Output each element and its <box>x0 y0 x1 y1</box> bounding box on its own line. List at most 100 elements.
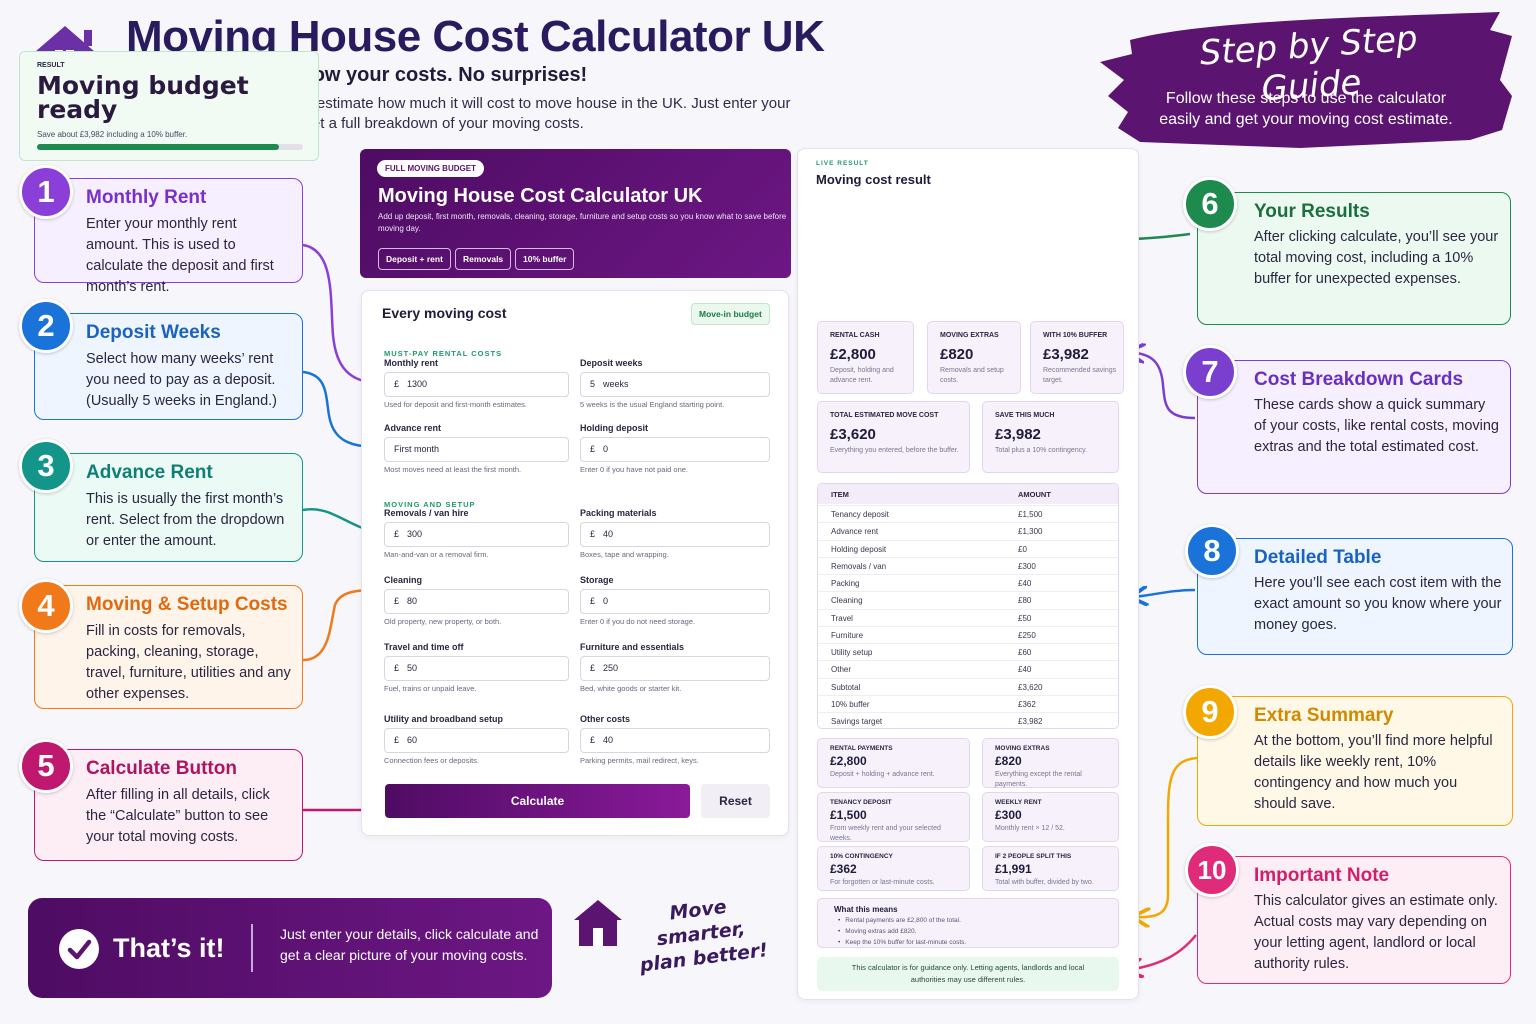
card-text: Total with buffer, divided by two. <box>995 879 1094 886</box>
summary-card: RENTAL PAYMENTS £2,800 Deposit + holding +… <box>817 738 970 788</box>
summary-card: WEEKLY RENT £300 Monthly rent × 12 / 52. <box>982 792 1119 842</box>
field-label: Travel and time off <box>384 642 464 652</box>
progress-track <box>37 144 303 150</box>
connector-arrow <box>1130 352 1196 420</box>
input-value: 0 <box>603 596 609 606</box>
step-text: Select how many weeks’ rent you need to … <box>86 351 278 409</box>
step-card: Detailed Table Here you’ll see each cost … <box>1197 538 1513 655</box>
card-text: Monthly rent × 12 / 52. <box>995 825 1065 832</box>
card-text: For forgotten or last-minute costs. <box>830 879 935 886</box>
step-text: This calculator gives an estimate only. … <box>1254 893 1498 972</box>
step-number: 1 <box>19 165 73 219</box>
input-prefix: £ <box>590 663 596 673</box>
calculate-button[interactable]: Calculate <box>385 784 690 818</box>
chip[interactable]: 10% buffer <box>515 248 575 270</box>
connector-arrow <box>302 370 378 447</box>
result-panel: LIVE RESULT Moving cost result RENTAL CASH… <box>797 148 1139 1000</box>
step-number: 3 <box>19 439 73 493</box>
card-value: £3,982 <box>1043 346 1089 363</box>
step-title: Important Note <box>1254 865 1390 886</box>
summary-card: RENTAL CASH £2,800 Deposit, holding and ad… <box>817 321 914 394</box>
input[interactable]: £60 <box>384 728 569 753</box>
table-row: Subtotal £3,620 <box>818 677 1118 695</box>
progress-fill <box>37 144 279 150</box>
calculator-subtitle: Add up deposit, first month, removals, c… <box>378 212 787 233</box>
input-prefix: £ <box>394 663 400 673</box>
hero-label: RESULT <box>37 62 65 69</box>
card-label: WEEKLY RENT <box>995 799 1042 806</box>
field-hint: Boxes, tape and wrapping. <box>580 550 669 559</box>
field-hint: Parking permits, mail redirect, keys. <box>580 756 699 765</box>
connector-arrow <box>1135 756 1198 917</box>
card-value: £1,991 <box>995 862 1032 876</box>
input-value: 300 <box>407 529 423 539</box>
input[interactable]: £0 <box>580 589 770 614</box>
field-label: Utility and broadband setup <box>384 714 504 724</box>
field-label: Other costs <box>580 714 631 724</box>
check-mark <box>67 939 92 960</box>
step-text: Enter your monthly rent amount. This is … <box>86 216 274 295</box>
table-cell: Tenancy deposit <box>831 510 889 519</box>
step-card: Cost Breakdown Cards These cards show a q… <box>1197 360 1511 494</box>
summary-card: WITH 10% BUFFER £3,982 Recommended savings… <box>1030 321 1124 394</box>
input[interactable]: £250 <box>580 656 770 681</box>
table-row: Travel £50 <box>818 608 1118 626</box>
card-value: £2,800 <box>830 754 867 768</box>
input[interactable]: £40 <box>580 728 770 753</box>
input[interactable]: £300 <box>384 522 569 547</box>
chip[interactable]: Removals <box>455 248 512 270</box>
table-header: ITEM AMOUNT <box>818 484 1118 504</box>
input-value: First month <box>394 444 440 454</box>
input[interactable]: £0 <box>580 437 770 462</box>
table-cell: Packing <box>831 579 860 588</box>
footer-title: That’s it! <box>113 933 225 963</box>
step-number: 2 <box>19 299 73 353</box>
guide-text: Follow these steps to use the calculator… <box>1159 90 1453 128</box>
table-cell: Advance rent <box>831 527 879 537</box>
table-row: Packing £40 <box>818 574 1118 591</box>
means-item: Moving extras add £820. <box>838 928 916 935</box>
badge: FULL MOVING BUDGET <box>377 160 484 177</box>
footer-divider <box>251 924 253 972</box>
hero-text: Save about £3,982 including a 10% buffer… <box>37 130 188 139</box>
input[interactable]: £80 <box>384 589 569 614</box>
table-cell: £60 <box>1018 648 1032 657</box>
step-text: Here you’ll see each cost item with the … <box>1254 575 1502 633</box>
table-row: Furniture £250 <box>818 625 1118 643</box>
slogan-house <box>574 900 622 946</box>
table-cell: Savings target <box>831 717 883 726</box>
summary-card: MOVING EXTRAS £820 Everything except the r… <box>982 738 1119 788</box>
card-text: Everything except the rental payments. <box>995 771 1082 788</box>
input[interactable]: First month <box>384 437 569 462</box>
card-text: From weekly rent and your selected weeks… <box>830 825 941 842</box>
input[interactable]: 5 weeks <box>580 372 770 397</box>
table-row: Removals / van £300 <box>818 556 1118 574</box>
table-row: Utility setup £60 <box>818 643 1118 660</box>
card-label: TOTAL ESTIMATED MOVE COST <box>830 412 939 419</box>
section-heading: MOVING AND SETUP <box>384 500 476 509</box>
hero-title: Moving budget ready <box>37 71 249 124</box>
table-cell: £0 <box>1018 544 1027 554</box>
input[interactable]: £50 <box>384 656 569 681</box>
step-card: Advance Rent This is usually the first mo… <box>34 453 303 562</box>
card-value: £3,982 <box>995 426 1041 443</box>
reset-button[interactable]: Reset <box>701 784 770 818</box>
card-value: £362 <box>830 862 857 876</box>
step-card: Your Results After clicking calculate, yo… <box>1197 192 1511 325</box>
step-title: Cost Breakdown Cards <box>1254 369 1464 390</box>
table-row: Savings target £3,982 <box>818 712 1118 728</box>
card-label: IF 2 PEOPLE SPLIT THIS <box>995 853 1072 860</box>
table-row: Advance rent £1,300 <box>818 522 1118 539</box>
summary-card: IF 2 PEOPLE SPLIT THIS £1,991 Total with b… <box>982 846 1119 891</box>
input[interactable]: £1300 <box>384 372 569 397</box>
card-value: £2,800 <box>830 346 876 363</box>
field-label: Monthly rent <box>384 358 438 368</box>
connector-arrow <box>1133 590 1196 597</box>
field-hint: Used for deposit and first-month estimat… <box>384 400 527 409</box>
table-row: Tenancy deposit £1,500 <box>818 505 1118 522</box>
table-cell: £300 <box>1018 561 1036 571</box>
input[interactable]: £40 <box>580 522 770 547</box>
table-cell: £80 <box>1018 596 1032 606</box>
field-hint: Most moves need at least the first month… <box>384 465 522 474</box>
chip[interactable]: Deposit + rent <box>378 248 451 270</box>
